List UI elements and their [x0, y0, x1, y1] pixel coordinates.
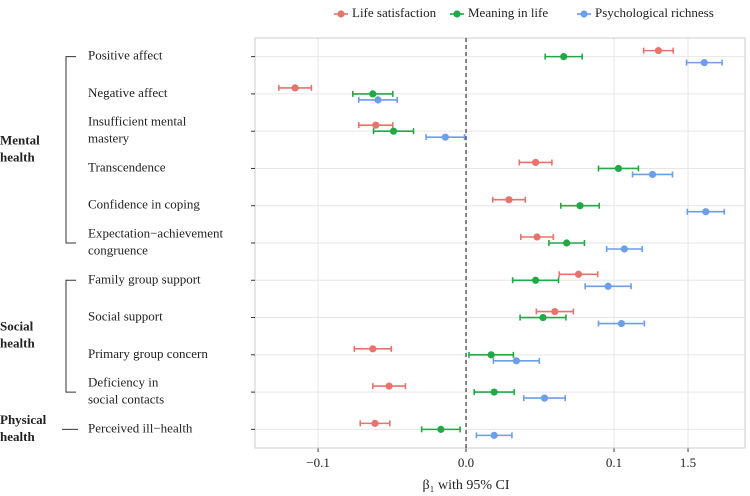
group-label: health [0, 336, 35, 351]
point [560, 53, 568, 61]
point [620, 245, 628, 253]
point [702, 208, 710, 216]
point [648, 170, 657, 179]
point [490, 388, 498, 396]
legend-marker [453, 10, 461, 18]
y-tick-label: Deficiency in [88, 375, 159, 390]
group-label: health [0, 149, 35, 164]
point [617, 319, 626, 328]
x-tick-label: 1.5 [680, 455, 696, 470]
y-tick-label: Primary group concern [88, 346, 208, 361]
group-label: Mental [0, 132, 40, 147]
x-tick-label: −0.1 [306, 455, 330, 470]
point [540, 394, 549, 402]
point [441, 133, 449, 141]
x-axis-label: β₁ with 95% CI [422, 478, 509, 493]
point [574, 270, 583, 278]
legend-marker [337, 10, 345, 18]
point [374, 96, 382, 104]
point [369, 90, 377, 98]
group-label: Social [0, 319, 34, 334]
point [576, 202, 584, 210]
y-tick-label: Social support [88, 309, 163, 324]
y-tick-label: Positive affect [88, 48, 163, 63]
point [372, 121, 380, 129]
point [700, 59, 708, 67]
point [654, 47, 663, 55]
group-bracket [65, 279, 76, 393]
group-bracket [65, 56, 76, 244]
point [371, 419, 379, 427]
point [604, 282, 612, 290]
x-tick-label: 0.1 [606, 455, 622, 470]
y-tick-label: Transcendence [88, 159, 166, 174]
y-tick-label: Family group support [88, 271, 201, 286]
group-label: Physical [0, 412, 47, 427]
y-tick-label: mastery [88, 131, 130, 146]
y-tick-label: social contacts [88, 392, 164, 407]
y-tick-label: Perceived ill−health [88, 420, 193, 435]
point [531, 158, 540, 167]
point [533, 233, 541, 241]
point [291, 84, 299, 92]
point [505, 196, 513, 204]
point [487, 351, 495, 359]
legend-label: Psychological richness [595, 5, 714, 20]
point [531, 276, 540, 284]
point [614, 164, 623, 173]
y-tick-label: Confidence in coping [88, 197, 200, 212]
y-tick-label: Expectation−achievement [88, 225, 223, 240]
group-label: health [0, 429, 35, 444]
legend-marker [580, 10, 588, 18]
point [512, 357, 520, 365]
point [563, 239, 571, 247]
point [437, 425, 445, 433]
point [389, 127, 398, 135]
point [490, 431, 498, 439]
x-tick-label: 0.0 [458, 455, 474, 470]
y-tick-label: Insufficient mental [88, 114, 187, 129]
point [539, 313, 547, 322]
point [385, 382, 393, 390]
y-tick-label: congruence [88, 242, 148, 257]
point [551, 307, 559, 316]
legend-label: Meaning in life [468, 5, 548, 20]
point [369, 345, 377, 353]
y-tick-label: Negative affect [88, 85, 168, 100]
legend-label: Life satisfaction [352, 5, 437, 20]
